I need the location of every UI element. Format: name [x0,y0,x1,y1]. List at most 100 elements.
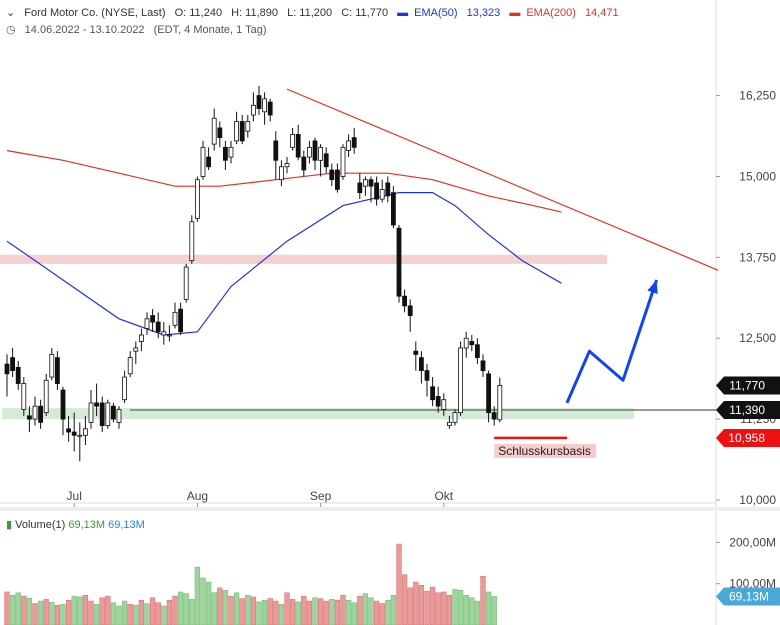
ema200-label: EMA(200) [526,7,576,19]
volume-bar [71,595,77,625]
instrument-title[interactable]: Ford Motor Co. (NYSE, Last) [24,7,166,19]
volume-bar [469,597,475,625]
candle-body [312,140,318,161]
volume-bar [200,577,206,625]
candle-body [211,117,217,145]
price-tag-label: 11,390 [729,403,765,417]
y-tick-label: 16,250 [739,89,776,103]
candle-body [262,98,268,113]
candle-body [105,402,111,426]
volume-bars [4,543,497,625]
candle-body [245,121,251,132]
candle-body [189,221,195,261]
candle-body [4,363,10,375]
candle-body [228,146,234,158]
candle-body [43,379,49,414]
volume-bar [317,598,324,625]
volume-bar [149,597,156,625]
candle-body [284,163,290,168]
x-tick-label: Sep [310,489,332,503]
low-value: L: 11,200 [287,7,333,19]
chevron-down-icon[interactable]: ⌄ [6,7,16,19]
candle-body [206,156,212,168]
candle-body [200,146,206,177]
volume-bar [334,599,341,625]
volume-bar [110,602,117,625]
candle-body [463,337,469,349]
candle-body [161,331,167,336]
candle-body [295,134,301,158]
volume-bar [323,600,329,625]
candle-body [407,305,413,316]
volume-bar [435,592,441,625]
volume-bar [21,595,27,625]
candle-body [217,127,223,139]
candle-body [166,334,172,337]
volume-bar [65,599,72,625]
candle-body [26,415,32,420]
volume-bar [340,595,346,625]
high-value: H: 11,890 [231,7,279,19]
volume-bar [250,596,257,625]
candle-body [256,95,262,109]
candle-body [239,121,245,142]
candle-body [390,192,396,226]
volume-bar [441,591,447,625]
price-tag [716,429,780,448]
volume-label[interactable]: Volume(1) [15,519,66,531]
candle-body [362,179,368,187]
candles [4,85,503,462]
volume-bar [93,604,100,625]
candle-body [469,341,475,346]
volume-bar [357,595,363,625]
candle-body [183,266,189,300]
candle-body [458,347,464,414]
ema200-line [6,150,562,213]
volume-tick-label: 100,00M [729,577,776,591]
clock-icon: ◷ [6,24,16,36]
volume-bar [329,599,335,625]
pane-separator [0,507,780,511]
candle-body [178,308,184,333]
volume-bar [289,599,296,625]
candle-body [77,434,83,437]
candle-body [122,376,127,401]
volume-tag-label: 69,13M [729,589,769,603]
candle-body [474,344,480,359]
volume-bar [491,596,497,625]
price-zones [0,254,634,420]
candle-body [60,389,66,420]
candle-body [172,311,178,326]
volume-bar [407,587,413,625]
volume-bar [121,600,128,625]
annotation-box [494,443,597,458]
candle-body [155,321,161,333]
candle-body [334,169,340,190]
y-tick-label: 10,000 [739,493,776,507]
volume-bar [401,574,408,625]
candle-body [497,385,503,421]
candle-body [452,412,458,423]
volume-bar [161,605,167,625]
volume-bar [217,587,223,625]
x-axis: Jul Aug Sep Okt [67,489,454,507]
support-zone [2,408,634,420]
candle-body [267,101,273,116]
volume-bar [116,605,122,625]
volume-bar [424,590,430,625]
volume-bar [446,595,453,625]
candle-body [396,227,402,297]
candle-body [234,121,240,142]
volume-bar [228,595,234,625]
candle-body [222,146,228,161]
volume-bar [155,602,161,625]
volume-bar [99,597,105,625]
volume-bar [127,604,133,625]
volume-bar [172,595,178,625]
candle-body [413,350,419,355]
volume-bar [133,604,139,625]
x-tick-label: Jul [67,489,82,503]
candle-body [379,189,385,200]
candle-body [15,366,21,384]
